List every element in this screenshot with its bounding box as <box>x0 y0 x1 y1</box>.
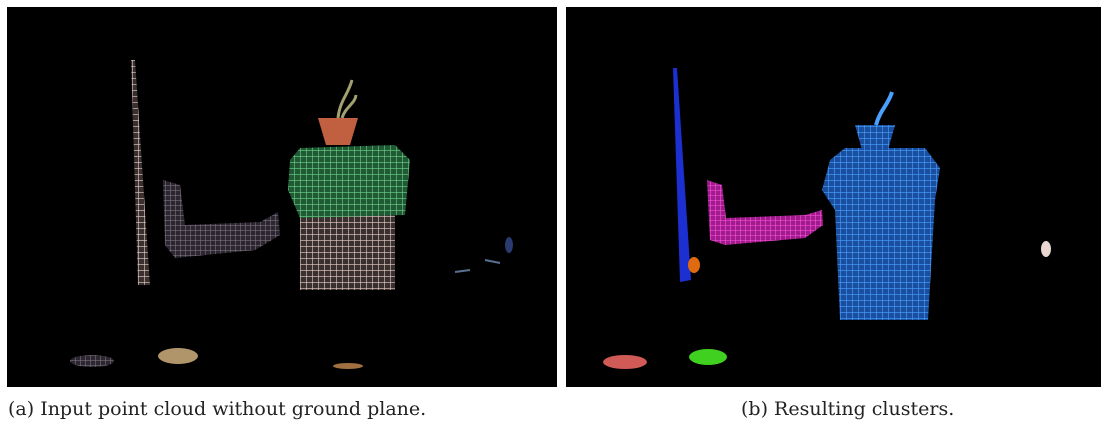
panel-a-image <box>7 7 557 387</box>
cluster <box>1041 241 1051 257</box>
cluster <box>603 355 647 369</box>
cluster-pot <box>855 125 895 150</box>
blob <box>505 237 513 253</box>
image-background <box>7 7 557 387</box>
caption: (a) Input point cloud without ground pla… <box>8 398 426 420</box>
blob <box>333 363 363 369</box>
blob <box>70 355 114 367</box>
cluster-box <box>822 148 940 320</box>
cluster <box>688 257 700 273</box>
blob <box>158 348 198 364</box>
caption: (b) Resulting clusters. <box>741 398 954 420</box>
figure-images <box>0 0 1108 392</box>
box-top <box>288 145 410 218</box>
page: {"figure": {"panels": [ {"caption": "(a)… <box>0 0 1108 432</box>
panel-b-image <box>566 7 1101 387</box>
cluster <box>689 349 727 365</box>
